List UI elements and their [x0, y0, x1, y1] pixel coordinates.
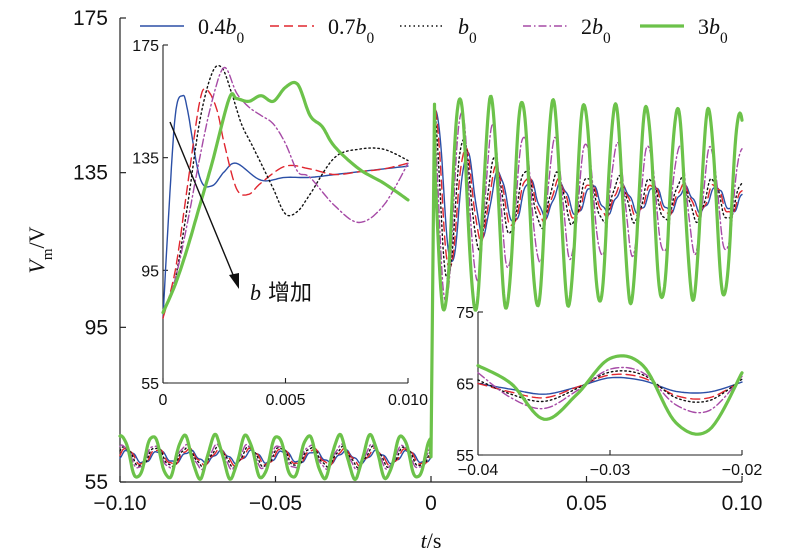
legend-label: 0.7b0	[328, 14, 375, 47]
inset-y-tick-label: 55	[141, 376, 159, 393]
y-tick-label: 95	[85, 316, 108, 339]
inset-y-tick-label: 175	[132, 38, 159, 55]
annotation-text: b 增加	[250, 280, 312, 306]
y-tick-label: 175	[73, 7, 108, 30]
y-axis-label: Vm/V	[24, 226, 56, 273]
inset2-y-tick-label: 75	[456, 305, 474, 322]
inset2-x-tick-label: −0.03	[590, 462, 631, 479]
arrow-head	[229, 273, 239, 289]
inset-bottom-right: −0.04 −0.03 −0.02 55 65 75	[456, 305, 762, 479]
y-tick-label: 55	[85, 471, 108, 494]
series-line-b0	[477, 370, 743, 403]
inset2-y-tick-label: 65	[456, 377, 474, 394]
inset-x-tick-label: 0.010	[388, 392, 428, 409]
x-tick-label: 0.05	[566, 492, 607, 515]
inset2-x-tick-label: −0.02	[722, 462, 763, 479]
x-tick-label: −0.10	[93, 492, 146, 515]
series-line-0.4b0	[477, 376, 743, 395]
series-line-0.7b0	[162, 88, 409, 319]
main-panel: −0.10 −0.05 0 0.05 0.10 55 95 135 175 t/s Vm/V	[24, 7, 762, 553]
legend: 0.4b0 0.7b0 b0 2b0 3b0	[140, 14, 728, 47]
legend-label: 0.4b0	[198, 14, 245, 47]
inset2-x-tick-label: −0.04	[458, 462, 499, 479]
x-tick-label: −0.05	[249, 492, 302, 515]
inset-y-tick-label: 135	[132, 151, 159, 168]
annotation-arrow	[169, 121, 237, 283]
legend-label: 2b0	[581, 14, 611, 47]
y-tick-label: 135	[73, 162, 108, 185]
series-line-2b0	[477, 366, 743, 414]
series-line-3b0	[118, 94, 744, 482]
series-line-3b0	[161, 80, 410, 315]
inset-x-tick-label: 0	[159, 392, 168, 409]
series-line-2b0	[162, 66, 409, 314]
inset2-y-tick-label: 55	[456, 448, 474, 465]
series-line-b0	[162, 64, 409, 314]
series-line-3b0	[476, 354, 744, 436]
inset-top-left: 0 0.005 0.010 55 95 135 175 b 增加	[132, 38, 428, 409]
legend-label: b0	[458, 14, 477, 47]
inset-y-tick-label: 95	[141, 263, 159, 280]
legend-label: 3b0	[698, 14, 728, 47]
x-tick-label: 0.10	[722, 492, 763, 515]
x-tick-label: 0	[425, 492, 437, 515]
x-axis-label: t/s	[421, 528, 442, 553]
inset2-background	[478, 312, 742, 455]
inset-x-tick-label: 0.005	[265, 392, 305, 409]
